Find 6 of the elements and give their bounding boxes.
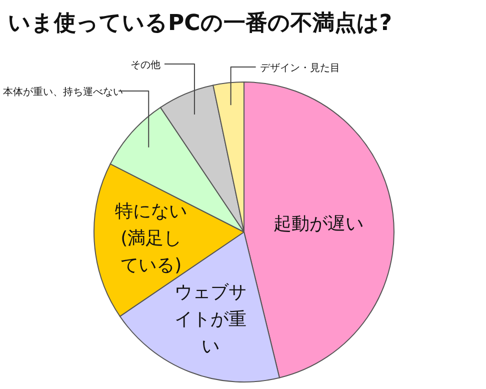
slice-label: その他 [130,59,160,71]
slice-label: 起動が遅い [273,213,364,234]
chart-title: いま使っているPCの一番の不満点は? [8,11,392,36]
slice-label: デザイン・見た目 [260,63,340,74]
slice-label: ウェブサイトが重い [174,282,247,358]
slice-label: 特にない(満足している) [115,201,188,276]
